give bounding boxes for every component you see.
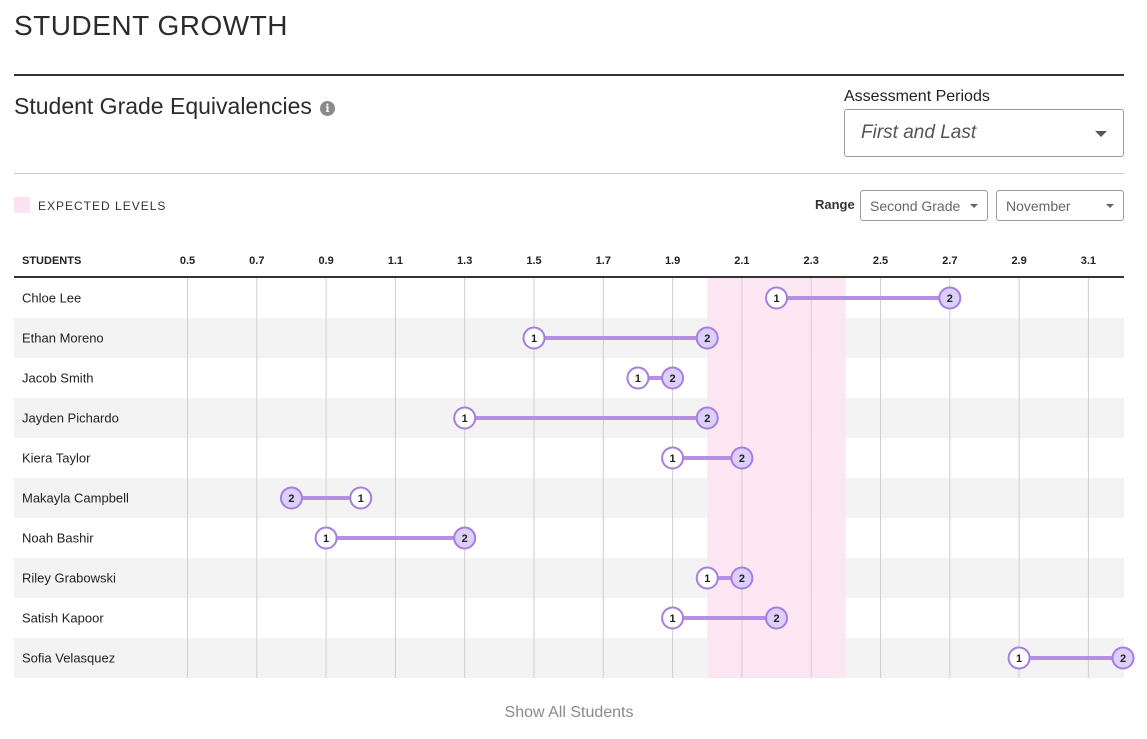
period-1-label: 1: [635, 373, 641, 385]
period-1-marker[interactable]: [522, 326, 546, 350]
period-2-label: 2: [739, 573, 745, 585]
assessment-periods-label: Assessment Periods: [844, 88, 990, 105]
period-2-label: 2: [288, 493, 294, 505]
period-2-marker[interactable]: [1111, 646, 1135, 670]
assessment-periods-value: First and Last: [861, 122, 977, 143]
period-2-label: 2: [462, 533, 468, 545]
student-name[interactable]: Jacob Smith: [22, 371, 94, 386]
x-tick-label: 2.3: [804, 255, 819, 267]
period-2-marker[interactable]: [938, 286, 962, 310]
period-1-marker[interactable]: [661, 446, 685, 470]
period-1-label: 1: [358, 493, 364, 505]
x-tick-label: 2.7: [942, 255, 957, 267]
student-name[interactable]: Jayden Pichardo: [22, 411, 119, 426]
expected-levels-label: EXPECTED LEVELS: [38, 199, 167, 213]
period-1-marker[interactable]: [453, 406, 477, 430]
period-2-marker[interactable]: [730, 566, 754, 590]
chevron-down-icon: [1095, 131, 1107, 137]
student-name[interactable]: Ethan Moreno: [22, 331, 104, 346]
student-name[interactable]: Sofia Velasquez: [22, 651, 115, 666]
section-divider: [14, 173, 1124, 174]
x-tick-label: 1.7: [596, 255, 611, 267]
section-title-text: Student Grade Equivalencies: [14, 93, 312, 119]
x-tick-label: 2.5: [873, 255, 888, 267]
period-2-marker[interactable]: [695, 326, 719, 350]
page-title: STUDENT GROWTH: [14, 10, 289, 41]
x-tick-label: 1.1: [388, 255, 403, 267]
x-tick-label: 1.3: [457, 255, 472, 267]
x-tick-label: 0.5: [180, 255, 195, 267]
x-tick-label: 0.7: [249, 255, 264, 267]
expected-levels-swatch: [14, 197, 30, 213]
student-name[interactable]: Chloe Lee: [22, 291, 81, 306]
student-name[interactable]: Riley Grabowski: [22, 571, 116, 586]
period-1-label: 1: [773, 293, 779, 305]
period-2-label: 2: [773, 613, 779, 625]
table-header-students: STUDENTS: [22, 255, 81, 267]
period-1-label: 1: [531, 333, 537, 345]
student-name[interactable]: Noah Bashir: [22, 531, 94, 546]
chevron-down-icon: [1106, 204, 1114, 208]
period-1-label: 1: [704, 573, 710, 585]
range-label: Range: [815, 197, 855, 212]
student-name[interactable]: Makayla Campbell: [22, 491, 129, 506]
range-grade-value: Second Grade: [870, 197, 961, 214]
x-tick-label: 3.1: [1081, 255, 1096, 267]
title-divider: [14, 74, 1124, 76]
x-tick-label: 2.9: [1011, 255, 1026, 267]
period-1-marker[interactable]: [765, 286, 789, 310]
range-month-select[interactable]: November: [996, 190, 1124, 221]
period-2-marker[interactable]: [279, 486, 303, 510]
period-2-marker[interactable]: [730, 446, 754, 470]
row-background: [14, 558, 1124, 598]
x-tick-label: 0.9: [318, 255, 333, 267]
period-1-marker[interactable]: [349, 486, 373, 510]
period-1-marker[interactable]: [626, 366, 650, 390]
period-2-label: 2: [704, 333, 710, 345]
student-name[interactable]: Satish Kapoor: [22, 611, 104, 626]
period-2-marker[interactable]: [661, 366, 685, 390]
period-2-marker[interactable]: [695, 406, 719, 430]
period-2-label: 2: [739, 453, 745, 465]
student-name[interactable]: Kiera Taylor: [22, 451, 91, 466]
info-icon[interactable]: i: [319, 100, 335, 116]
period-2-marker[interactable]: [453, 526, 477, 550]
x-tick-label: 1.5: [526, 255, 541, 267]
period-1-marker[interactable]: [314, 526, 338, 550]
period-1-marker[interactable]: [695, 566, 719, 590]
assessment-periods-select[interactable]: First and Last: [844, 109, 1124, 157]
chevron-down-icon: [970, 204, 978, 208]
row-background: [14, 638, 1124, 678]
x-tick-label: 2.1: [734, 255, 749, 267]
period-1-label: 1: [670, 613, 676, 625]
period-1-label: 1: [323, 533, 329, 545]
period-2-label: 2: [670, 373, 676, 385]
period-2-label: 2: [1120, 653, 1126, 665]
period-1-label: 1: [1016, 653, 1022, 665]
range-month-value: November: [1006, 197, 1071, 214]
period-2-label: 2: [704, 413, 710, 425]
row-background: [14, 478, 1124, 518]
period-1-marker[interactable]: [1007, 646, 1031, 670]
section-title: Student Grade Equivalencies i: [14, 93, 335, 120]
period-2-marker[interactable]: [765, 606, 789, 630]
x-tick-label: 1.9: [665, 255, 680, 267]
range-grade-select[interactable]: Second Grade: [860, 190, 988, 221]
period-1-label: 1: [670, 453, 676, 465]
period-1-label: 1: [462, 413, 468, 425]
period-1-marker[interactable]: [661, 606, 685, 630]
period-2-label: 2: [947, 293, 953, 305]
show-all-students-link[interactable]: Show All Students: [504, 704, 634, 721]
